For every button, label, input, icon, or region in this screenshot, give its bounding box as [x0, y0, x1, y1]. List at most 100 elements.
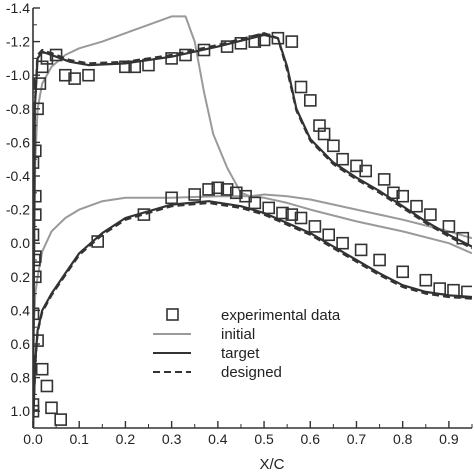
experimental-data-point [461, 285, 472, 299]
experimental-data-point [40, 379, 54, 393]
experimental-data-point [373, 253, 386, 267]
experimental-data-point [197, 43, 211, 57]
initial-line-upper [33, 15, 472, 345]
legend-label-initial: initial [221, 326, 255, 343]
experimental-data-point [33, 398, 40, 411]
y-tick-label: -0.8 [6, 101, 30, 117]
designed-line-lower [33, 201, 472, 428]
experimental-data-point [142, 58, 155, 72]
y-tick-label: 1.0 [11, 403, 31, 419]
experimental-data-point [188, 188, 201, 201]
experimental-data-point [33, 253, 41, 267]
experimental-data-point [220, 183, 234, 196]
experimental-data-point [433, 282, 447, 295]
experimental-data-point [58, 68, 72, 82]
experimental-data-point [49, 48, 63, 62]
experimental-data-point [294, 80, 308, 94]
experimental-data-point [327, 139, 340, 153]
experimental-data-point [179, 48, 192, 62]
experimental-data-point [396, 189, 410, 203]
experimental-data-point [271, 31, 285, 45]
experimental-data-point [137, 208, 151, 221]
y-tick-label: 0.4 [11, 302, 31, 318]
y-tick-label: 0.6 [11, 336, 31, 352]
experimental-data-point [165, 52, 178, 65]
experimental-data-point [322, 228, 336, 242]
experimental-data-point [33, 156, 40, 169]
x-tick-label: 0.8 [393, 431, 413, 447]
initial-line-lower [33, 193, 472, 345]
experimental-data-point [45, 401, 58, 415]
experimental-data-point [40, 52, 54, 65]
experimental-data-point [336, 236, 349, 250]
experimental-data-point [257, 33, 271, 47]
experimental-data-point [377, 173, 391, 186]
x-tick-label: 0.3 [162, 431, 182, 447]
x-tick-label: 0.4 [208, 431, 228, 447]
experimental-data-point [33, 307, 40, 321]
experimental-data-point [336, 152, 349, 166]
experimental-data-point [285, 208, 299, 221]
experimental-data-point [303, 94, 317, 107]
y-tick-label: -0.2 [6, 202, 30, 218]
experimental-data-point [165, 191, 178, 205]
experimental-data-point [33, 102, 44, 116]
experimental-data-point [285, 35, 299, 48]
experimental-data-point [359, 164, 373, 178]
experimental-data-point [33, 228, 40, 242]
legend-label-experimental-data: experimental data [221, 307, 341, 324]
experimental-data-point [119, 60, 132, 74]
experimental-data-point [313, 119, 326, 132]
y-tick-label: -1.2 [6, 34, 30, 50]
experimental-data-point [248, 196, 262, 210]
x-tick-label: 0.0 [23, 431, 43, 447]
experimental-data-point [230, 186, 243, 200]
x-tick-label: 0.6 [301, 431, 321, 447]
experimental-data-point [239, 189, 252, 203]
experimental-data-point [317, 127, 331, 141]
experimental-data-point [68, 72, 81, 85]
experimental-data-point [234, 36, 248, 50]
experimental-data-point [82, 68, 95, 82]
experimental-data-point [33, 270, 42, 284]
experimental-data-point [248, 35, 262, 48]
y-tick-label: 0.2 [11, 269, 31, 285]
experimental-data-point [262, 201, 276, 215]
experimental-data-point [308, 220, 322, 233]
legend-label-designed: designed [221, 364, 282, 381]
experimental-data-point [387, 186, 400, 200]
experimental-data-point [410, 199, 423, 213]
experimental-data-point [442, 220, 456, 233]
x-tick-label: 0.9 [439, 431, 459, 447]
plot-area [33, 15, 472, 428]
experimental-data-point [220, 40, 234, 53]
experimental-data-point [276, 206, 289, 220]
legend-marker-experimental-data [166, 308, 179, 321]
experimental-data-point [294, 211, 308, 225]
y-tick-label: 0.8 [11, 370, 31, 386]
experimental-data-point [396, 265, 410, 279]
experimental-data-point [447, 283, 460, 297]
experimental-data-point [33, 144, 42, 158]
experimental-data-point [424, 208, 437, 221]
x-tick-label: 0.7 [347, 431, 367, 447]
experimental-data-point [54, 413, 68, 426]
experimental-data-point [456, 231, 470, 245]
experimental-data-point [211, 181, 225, 195]
legend-label-target: target [221, 345, 260, 362]
y-tick-label: -1.4 [6, 0, 30, 16]
experimental-data-point [128, 60, 141, 74]
y-tick-label: -1.0 [6, 67, 30, 83]
experimental-data-point [419, 273, 433, 287]
experimental-data-point [33, 250, 42, 263]
y-tick-label: -0.4 [6, 168, 30, 184]
legend: experimental data initial target designed [153, 307, 341, 381]
x-tick-label: 0.5 [254, 431, 274, 447]
x-tick-label: 0.2 [116, 431, 136, 447]
experimental-data-point [33, 334, 44, 347]
x-axis-label: X/C [259, 456, 284, 473]
axes: 0.0 0.1 0.2 0.3 0.4 0.5 0.6 0.7 0.8 0.9 -1.4 -1.2 -1… [6, 0, 473, 447]
experimental-data-point [202, 183, 215, 196]
experimental-data-point [91, 235, 104, 248]
